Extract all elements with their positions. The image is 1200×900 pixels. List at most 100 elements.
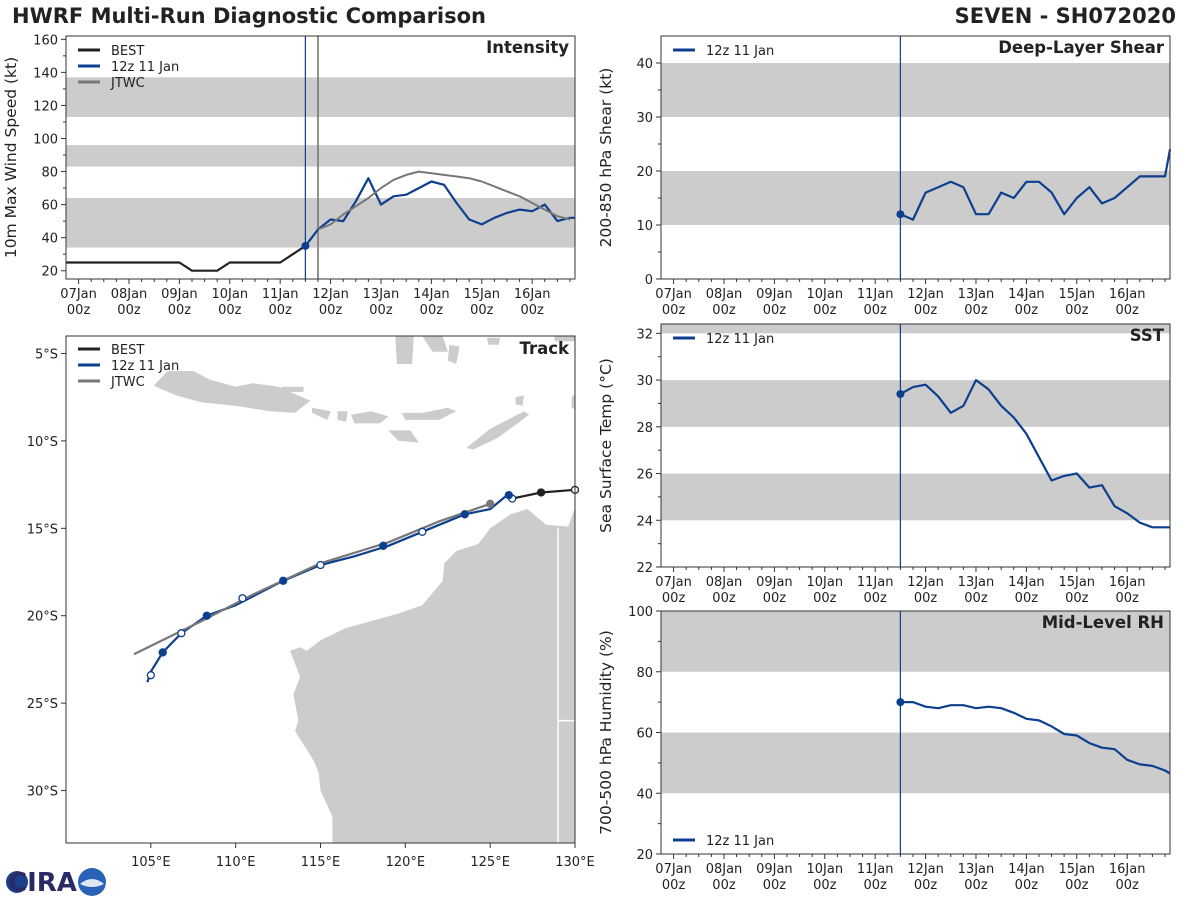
emblem-wave-icon xyxy=(80,879,104,887)
intensity-x-tick-hour: 00z xyxy=(268,303,292,318)
shear-x-tick-day: 15Jan xyxy=(1058,287,1095,302)
map-land xyxy=(154,336,575,843)
shear-frame xyxy=(660,35,1171,280)
intensity-y-tick-label: 60 xyxy=(41,199,58,214)
timor-land xyxy=(466,411,530,450)
shear-y-tick-label: 10 xyxy=(636,219,653,234)
intensity-y-label: 10m Max Wind Speed (kt) xyxy=(2,57,20,258)
track-x-tick-label: 110°E xyxy=(216,855,256,870)
sst-y-tick-label: 24 xyxy=(636,514,653,529)
storm-id: SEVEN - SH072020 xyxy=(954,4,1176,28)
sst-x-tick-day: 07Jan xyxy=(655,575,692,590)
rh-y-label: 700-500 hPa Humidity (%) xyxy=(597,630,615,835)
shear-x-tick-hour: 00z xyxy=(662,303,686,318)
cira-logo: CIRA xyxy=(6,868,106,898)
sst-y-tick-label: 30 xyxy=(636,374,653,389)
shear-x-tick-day: 11Jan xyxy=(857,287,894,302)
intensity-x-tick-hour: 00z xyxy=(218,303,242,318)
rh-band xyxy=(661,732,1170,794)
shear-series-run xyxy=(899,149,1172,221)
rh-x-tick-hour: 00z xyxy=(813,878,837,893)
intensity-band xyxy=(66,198,575,248)
shear-y-label: 200-850 hPa Shear (kt) xyxy=(597,68,615,248)
intensity-y-tick-label: 120 xyxy=(33,99,58,114)
sst-x-tick-hour: 00z xyxy=(813,591,837,606)
sst-band xyxy=(661,380,1170,427)
track-marker-run xyxy=(146,671,155,680)
rh-x-tick-day: 10Jan xyxy=(806,862,843,877)
rh-y-tick-label: 40 xyxy=(636,787,653,802)
sst-x-tick-hour: 00z xyxy=(1065,591,1089,606)
intensity-x-tick-day: 15Jan xyxy=(463,287,500,302)
intensity-legend-label-run: 12z 11 Jan xyxy=(111,60,179,75)
rh-x-tick-hour: 00z xyxy=(662,878,686,893)
track-x-tick-label: 115°E xyxy=(301,855,341,870)
rh-x-tick-hour: 00z xyxy=(1015,878,1039,893)
shear-x-tick-day: 13Jan xyxy=(958,287,995,302)
shear-x-tick-hour: 00z xyxy=(712,303,736,318)
sst-series-run xyxy=(899,379,1170,529)
track-marker-run xyxy=(177,629,186,638)
rh-x-tick-hour: 00z xyxy=(914,878,938,893)
sst-y-tick-label: 26 xyxy=(636,468,653,483)
sst-x-tick-day: 15Jan xyxy=(1058,575,1095,590)
sst-x-tick-day: 12Jan xyxy=(907,575,944,590)
shear-x-tick-hour: 00z xyxy=(1015,303,1039,318)
shear-x-tick-hour: 00z xyxy=(914,303,938,318)
sumba-land xyxy=(388,430,419,443)
intensity-x-tick-hour: 00z xyxy=(420,303,444,318)
shear-band xyxy=(661,171,1170,225)
track-marker-run xyxy=(460,510,469,519)
shear-x-tick-hour: 00z xyxy=(964,303,988,318)
track-panel: 105°E 110°E 115°E 120°E 125°E 130°E 5°S 10°S 15°… xyxy=(27,335,595,870)
intensity-x-tick-hour: 00z xyxy=(319,303,343,318)
intensity-x-tick-day: 07Jan xyxy=(60,287,97,302)
track-marker-jtwc xyxy=(486,499,495,508)
track-marker-best xyxy=(536,488,546,497)
intensity-x-tick-day: 09Jan xyxy=(161,287,198,302)
shear-band xyxy=(661,63,1170,117)
flores-land xyxy=(401,407,457,420)
rh-y-tick-label: 60 xyxy=(636,727,653,742)
sst-init-point xyxy=(896,390,905,399)
rh-x-tick-day: 09Jan xyxy=(756,862,793,877)
shear-y-tick-label: 20 xyxy=(636,165,653,180)
track-legend-label-jtwc: JTWC xyxy=(110,375,145,390)
madura-land xyxy=(281,386,304,392)
sst-x-tick-day: 11Jan xyxy=(857,575,894,590)
wakatobi-land xyxy=(486,337,501,345)
shear-x-tick-hour: 00z xyxy=(863,303,887,318)
intensity-title: Intensity xyxy=(486,38,569,57)
track-legend-label-run: 12z 11 Jan xyxy=(111,359,179,374)
rh-x-tick-day: 11Jan xyxy=(857,862,894,877)
rh-x-tick-hour: 00z xyxy=(964,878,988,893)
sumbawa-land xyxy=(351,411,389,424)
rh-y-tick-label: 100 xyxy=(628,605,653,620)
rh-init-point xyxy=(896,698,905,707)
intensity-x-tick-hour: 00z xyxy=(470,303,494,318)
shear-y-tick-label: 30 xyxy=(636,111,653,126)
sst-x-tick-day: 09Jan xyxy=(756,575,793,590)
track-x-tick-label: 125°E xyxy=(470,855,510,870)
track-y-tick-label: 15°S xyxy=(27,522,58,537)
intensity-y-tick-label: 160 xyxy=(33,33,58,48)
sst-x-tick-day: 10Jan xyxy=(806,575,843,590)
rh-x-tick-day: 16Jan xyxy=(1109,862,1146,877)
intensity-y-tick-label: 20 xyxy=(41,265,58,280)
rh-x-tick-day: 13Jan xyxy=(958,862,995,877)
intensity-x-tick-hour: 00z xyxy=(168,303,192,318)
sst-x-tick-hour: 00z xyxy=(1015,591,1039,606)
track-x-tick-label: 120°E xyxy=(386,855,426,870)
rh-y-tick-label: 80 xyxy=(636,666,653,681)
intensity-y-tick-label: 40 xyxy=(41,232,58,247)
sst-panel: 22242628303207Jan00z08Jan00z09Jan00z10Ja… xyxy=(597,323,1171,606)
page-title: HWRF Multi-Run Diagnostic Comparison xyxy=(12,4,487,28)
rh-y-tick-label: 20 xyxy=(636,848,653,863)
banda-land xyxy=(554,336,575,342)
track-y-tick-label: 5°S xyxy=(35,347,58,362)
bali-land xyxy=(312,407,331,420)
shear-x-tick-day: 16Jan xyxy=(1109,287,1146,302)
rh-x-tick-day: 08Jan xyxy=(706,862,743,877)
intensity-x-tick-hour: 00z xyxy=(520,303,544,318)
intensity-init-point xyxy=(301,241,310,250)
